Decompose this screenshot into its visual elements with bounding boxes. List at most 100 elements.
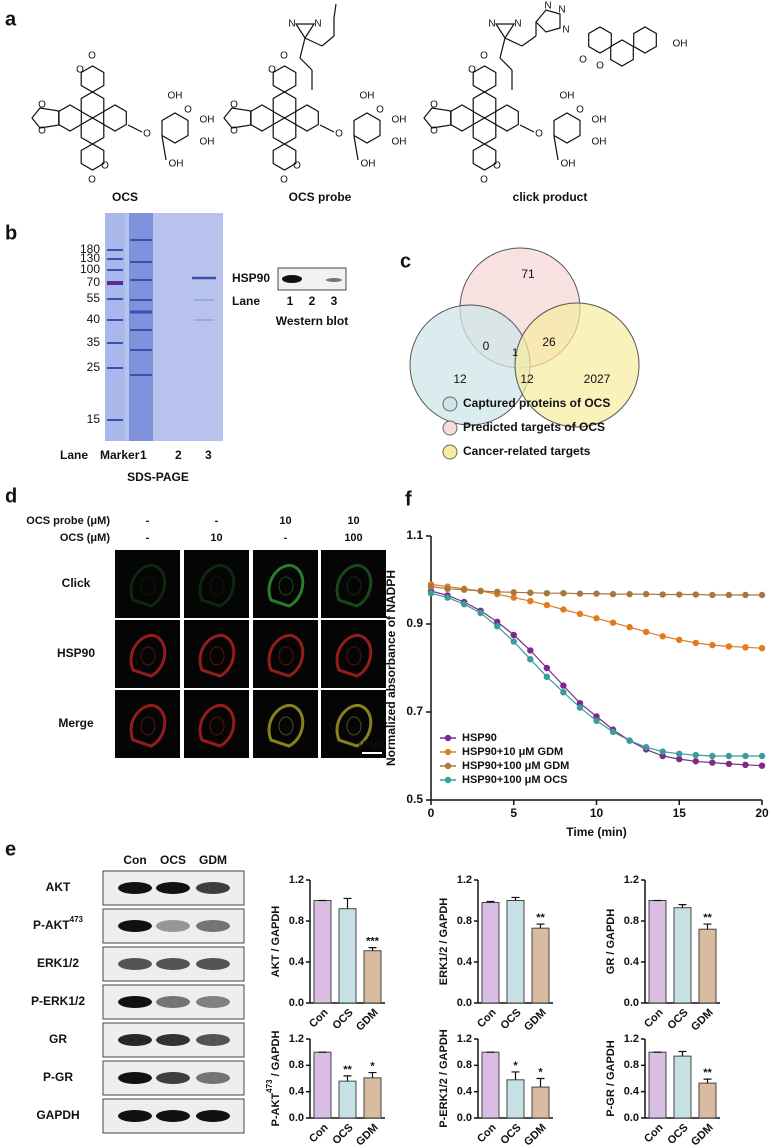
x-tick-label: OCS xyxy=(665,1007,690,1032)
ring xyxy=(272,117,297,145)
atom-label: O xyxy=(468,65,476,76)
nucleus xyxy=(140,646,156,666)
bond xyxy=(161,135,167,161)
condition-value: - xyxy=(146,532,150,544)
y-axis-title: ERK1/2 / GAPDH xyxy=(438,898,450,985)
nucleus xyxy=(346,646,362,666)
ring xyxy=(588,26,612,54)
atom-label: N xyxy=(544,1,551,12)
ring xyxy=(472,91,497,119)
condition-value: 10 xyxy=(279,515,291,527)
panel-label: d xyxy=(5,485,17,507)
y-axis-title: P-ERK1/2 / GAPDH xyxy=(438,1029,450,1127)
bar xyxy=(481,902,500,1004)
y-tick-label: 0.0 xyxy=(624,997,639,1009)
y-tick-label: 1.2 xyxy=(457,874,472,886)
x-tick-label: GDM xyxy=(689,1122,716,1148)
atom-label: OH xyxy=(561,159,576,170)
blot-row-label: GAPDH xyxy=(36,1108,79,1122)
significance: ** xyxy=(343,1064,352,1076)
row-name: GR xyxy=(49,1032,67,1046)
ring xyxy=(450,104,474,132)
blot-band xyxy=(196,1034,230,1046)
condition-value: 10 xyxy=(347,515,359,527)
data-point xyxy=(659,633,666,640)
cell xyxy=(198,704,236,748)
micrograph xyxy=(115,620,180,688)
x-tick-label: GDM xyxy=(689,1007,716,1034)
data-point xyxy=(758,762,766,769)
ring xyxy=(553,112,581,144)
marker-label: 100 xyxy=(80,262,100,276)
wb-title: Western blot xyxy=(276,314,348,328)
y-title-part: P-AKT xyxy=(270,1093,282,1127)
data-point xyxy=(709,752,716,760)
atom-label: N xyxy=(514,19,521,30)
data-point xyxy=(725,760,733,768)
row-name: P-ERK1/2 xyxy=(31,994,85,1008)
cell xyxy=(129,704,167,748)
legend-marker xyxy=(444,734,452,742)
x-tick-label: GDM xyxy=(354,1007,381,1034)
error-bar xyxy=(703,923,712,930)
bar xyxy=(506,1079,525,1119)
atom-label: OH xyxy=(392,115,407,126)
atom-label: OH xyxy=(673,39,688,50)
y-title-part: ERK1/2 / GAPDH xyxy=(438,898,450,985)
condition-label: OCS probe (μM) xyxy=(26,515,110,527)
data-point xyxy=(444,585,451,592)
y-tick-label: 0.8 xyxy=(624,915,639,927)
cell xyxy=(129,634,167,678)
y-tick-label: 0.4 xyxy=(624,956,640,968)
cell xyxy=(267,634,305,678)
data-point xyxy=(742,591,749,599)
significance: ** xyxy=(703,912,712,924)
nucleus xyxy=(278,646,294,666)
data-point xyxy=(676,755,683,763)
x-tick-label: OCS xyxy=(330,1122,355,1147)
data-point xyxy=(427,583,435,590)
y-title-part: / GAPDH xyxy=(270,1031,282,1080)
x-tick-label: 15 xyxy=(673,806,687,820)
blot-band xyxy=(196,996,230,1008)
ring xyxy=(58,104,82,132)
data-point xyxy=(642,590,650,598)
significance: *** xyxy=(366,936,380,948)
atom-label: O xyxy=(430,126,438,137)
data-point xyxy=(560,606,567,613)
y-axis-title: P-GR / GAPDH xyxy=(605,1040,617,1116)
blot-band xyxy=(118,1072,152,1084)
ring xyxy=(353,112,381,144)
blot-row-label: P-GR xyxy=(43,1070,73,1084)
y-title-part: GR / GAPDH xyxy=(605,909,617,974)
bond xyxy=(304,37,323,47)
ring xyxy=(495,104,519,132)
atom-label: O xyxy=(293,161,301,172)
y-tick-label: 1.2 xyxy=(289,874,304,886)
blot-band xyxy=(118,882,152,894)
cell xyxy=(335,564,373,608)
x-tick-label: OCS xyxy=(330,1007,355,1032)
ring xyxy=(272,65,297,93)
bar xyxy=(531,1086,550,1119)
ring xyxy=(472,117,497,145)
x-tick-label: Con xyxy=(642,1006,666,1030)
significance: ** xyxy=(536,912,545,924)
data-point xyxy=(692,751,699,759)
error-bar xyxy=(678,904,687,908)
micrograph xyxy=(321,550,386,618)
condition-label: OCS (μM) xyxy=(60,532,110,544)
data-point xyxy=(758,752,766,760)
ring xyxy=(161,112,189,144)
x-tick-label: 0 xyxy=(428,806,435,820)
error-bar xyxy=(486,900,495,903)
error-bar xyxy=(343,897,352,909)
error-bar xyxy=(678,1050,687,1057)
blot-band xyxy=(196,1110,230,1122)
micrograph xyxy=(253,550,318,618)
micrograph xyxy=(115,690,180,758)
x-tick-label: 10 xyxy=(590,806,604,820)
error-bar xyxy=(511,896,520,901)
marker-label: 35 xyxy=(87,335,101,349)
